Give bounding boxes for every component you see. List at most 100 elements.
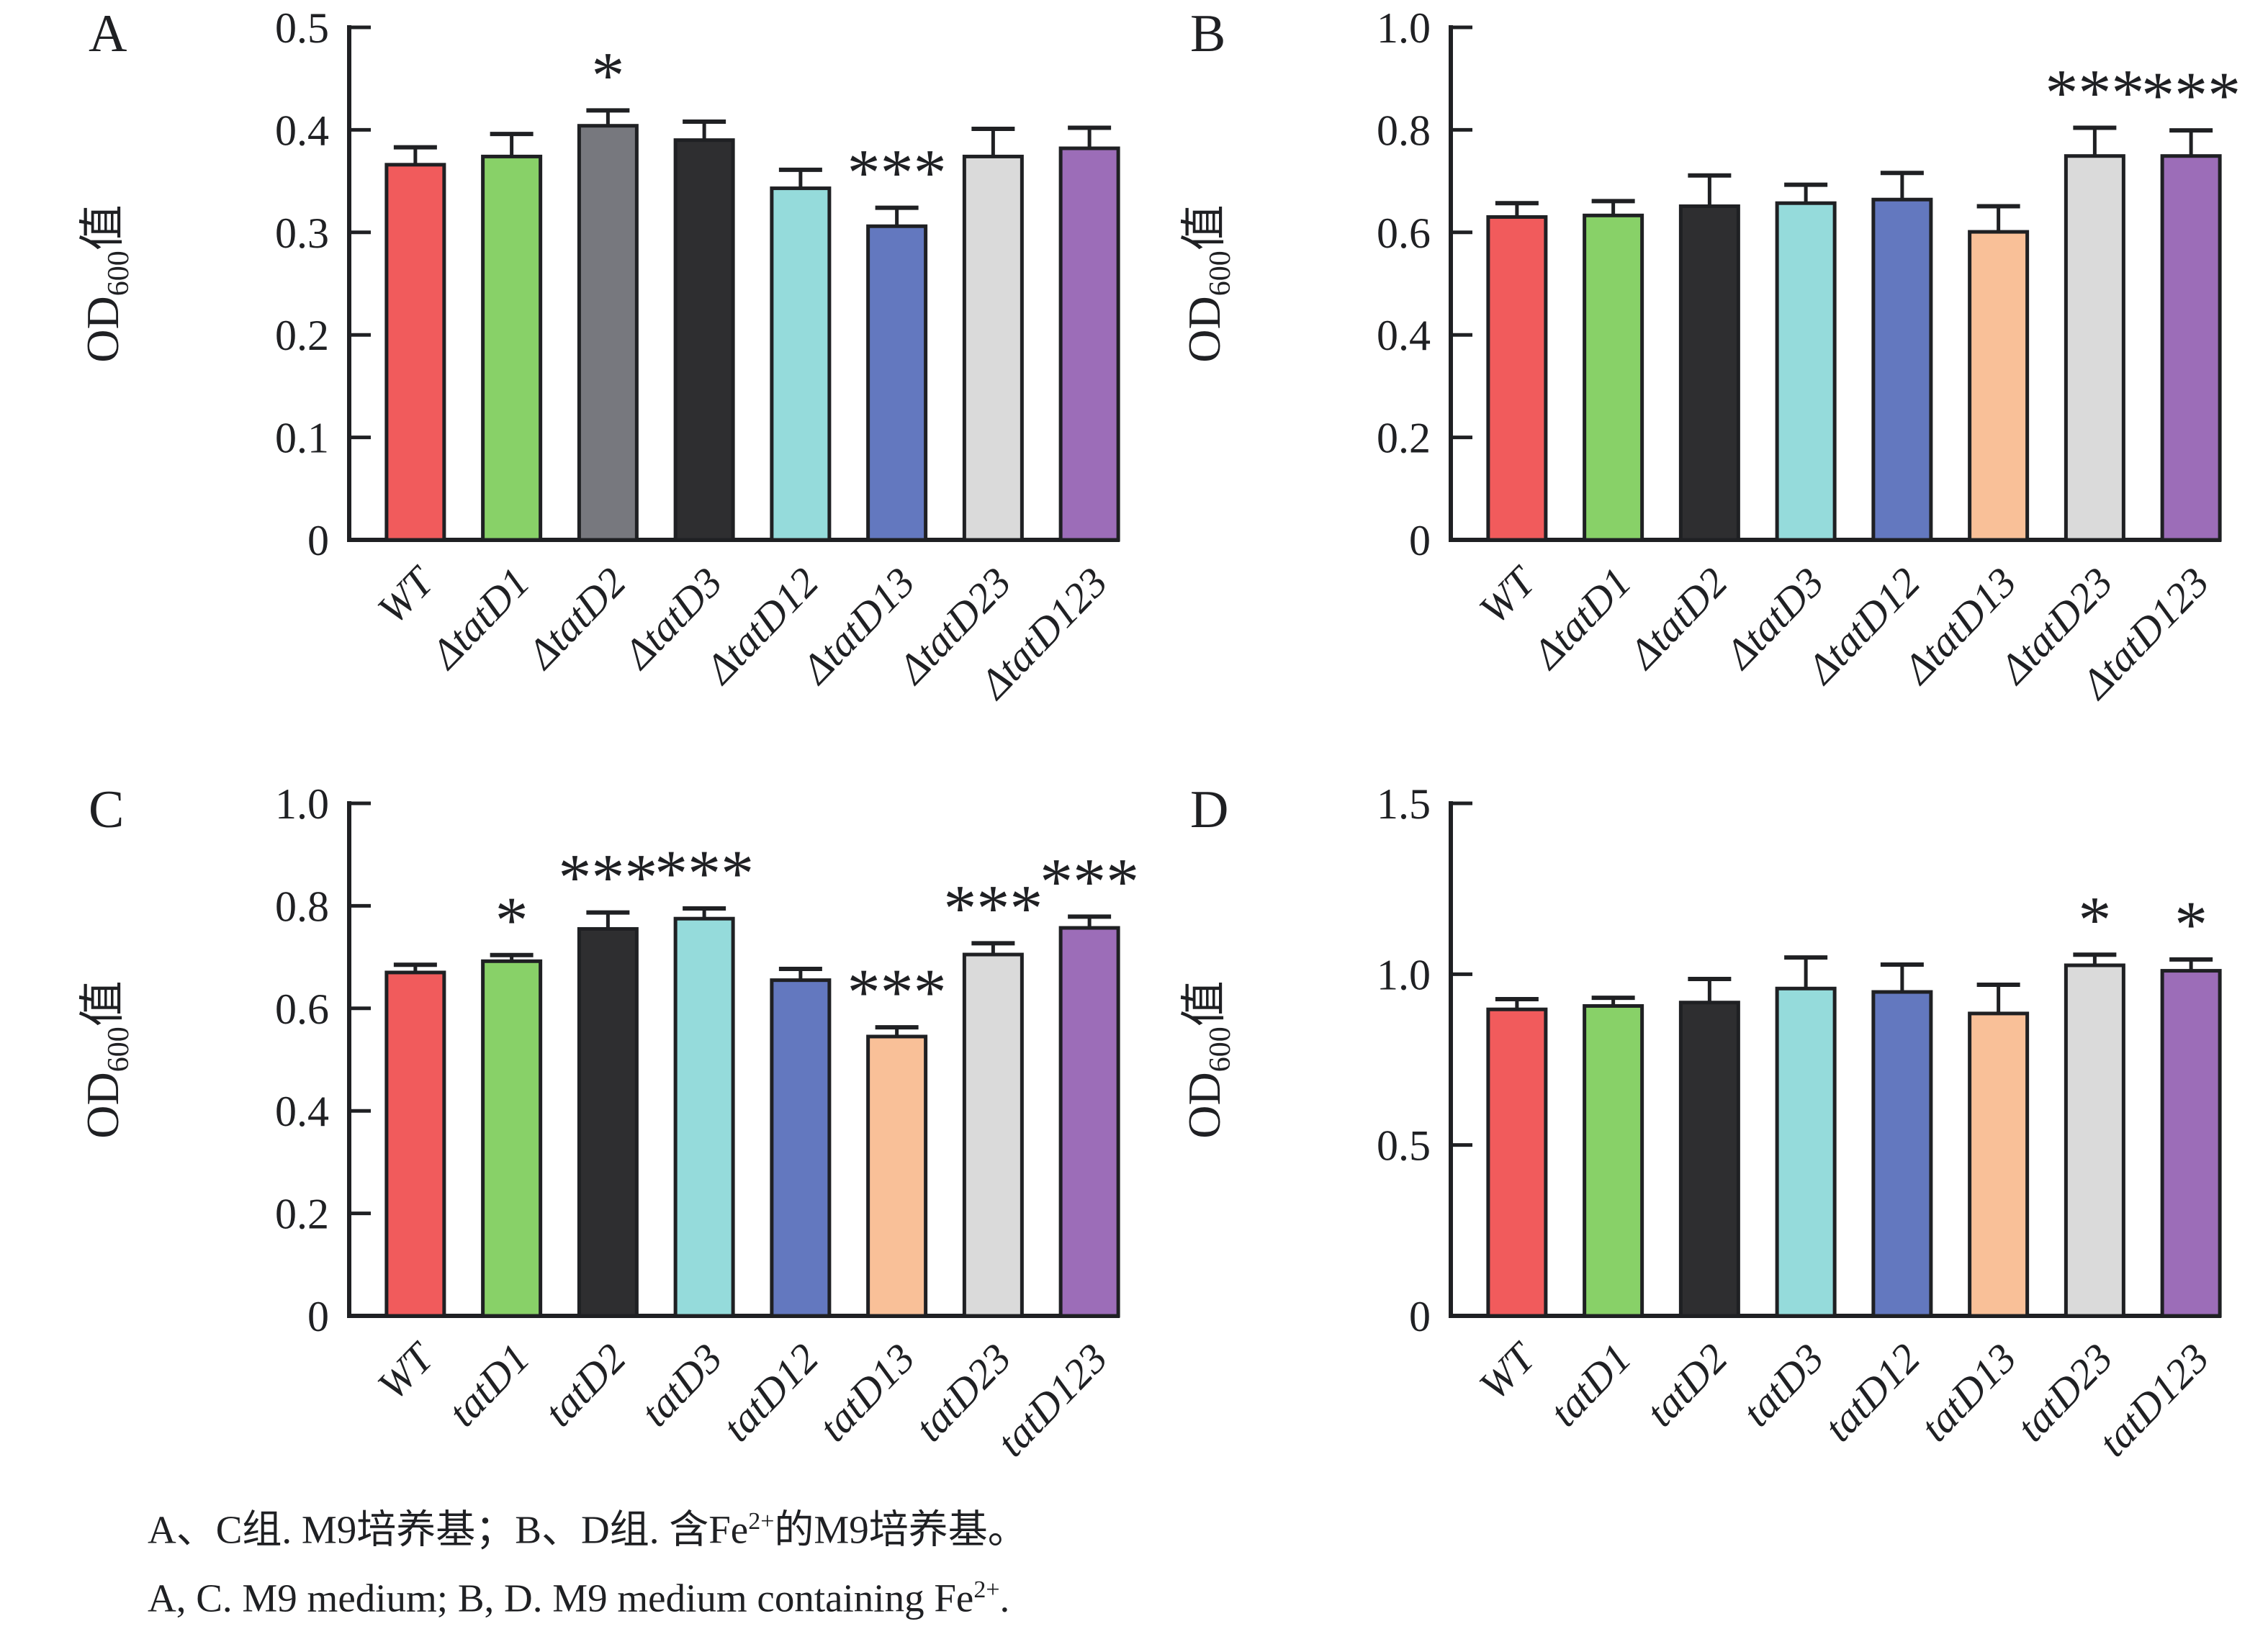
x-tick-label: ΔtatD2 [1619, 559, 1737, 678]
panel-b: B OD600值 0 0.2 0.4 0.6 0.8 1.0 WT ΔtatD1 ΔtatD2 Δ… [1163, 4, 2257, 756]
bar-ΔtatD2 [1678, 204, 1740, 542]
x-tick-label: WT [1470, 1332, 1545, 1409]
significance-label: *** [2141, 58, 2241, 132]
panel-letter-b: B [1190, 4, 1226, 63]
x-tick-label: WT [368, 556, 444, 633]
x-tick-label: tatD12 [1815, 1335, 1930, 1450]
bar-ΔtatD3 [1775, 201, 1837, 542]
x-tick-label: tatD123 [988, 1335, 1117, 1466]
y-tick-label: 0.5 [1377, 1122, 1431, 1170]
y-tick-label: 0.6 [1377, 209, 1431, 257]
y-tick-label: 0.4 [1377, 312, 1431, 359]
figure-caption: A、C组. M9培养基；B、D组. 含Fe2+的M9培养基。 A, C. M9 … [148, 1492, 1027, 1629]
caption-line-zh: A、C组. M9培养基；B、D组. 含Fe2+的M9培养基。 [148, 1492, 1027, 1560]
x-tick-label: tatD123 [2089, 1335, 2218, 1466]
significance-label: * [2174, 888, 2208, 961]
x-tick-label: WT [368, 1332, 444, 1409]
bar-WT [384, 163, 446, 542]
x-tick-label: WT [1470, 556, 1545, 633]
y-tick-label: 1.0 [275, 780, 329, 828]
caption-line-zh-pre: A、C组. M9培养基；B、D组. 含Fe [148, 1507, 749, 1552]
bar-plot-d: 00.51.01.5WTtatD1tatD2tatD3tatD12tatD13*… [1377, 780, 2222, 1466]
significance-label: *** [654, 836, 754, 910]
x-tick-label: tatD12 [714, 1335, 828, 1450]
bar-ΔtatD23 [962, 154, 1024, 542]
bar-WT [384, 970, 446, 1318]
panel-a: A OD600值 0 0.1 0.2 0.3 0.4 0.5 WT ΔtatD1 * ΔtatD2… [61, 4, 1156, 756]
significance-label: *** [1040, 844, 1139, 918]
bar-ΔtatD3 [673, 138, 735, 542]
y-tick-label: 0.2 [275, 1191, 329, 1238]
bar-ΔtatD123 [2160, 154, 2222, 542]
significance-label: * [495, 883, 528, 957]
bar-plot-c: 00.20.40.60.81.0WT*tatD1***tatD2***tatD3… [275, 780, 1139, 1466]
bar-tatD13 [1968, 1011, 2030, 1318]
significance-label: * [2078, 883, 2111, 956]
x-tick-label: tatD1 [1540, 1335, 1640, 1435]
x-tick-label: tatD2 [1637, 1335, 1737, 1435]
bar-tatD12 [1871, 990, 1933, 1318]
caption-line-zh-sup: 2+ [748, 1508, 775, 1535]
bar-WT [1486, 215, 1548, 542]
bar-ΔtatD23 [2064, 154, 2125, 542]
x-tick-label: ΔtatD1 [1522, 559, 1640, 678]
y-tick-label: 1.0 [1377, 951, 1431, 998]
bar-ΔtatD2 [577, 124, 639, 542]
caption-line-en-sup: 2+ [973, 1576, 1000, 1604]
bar-tatD23 [2064, 963, 2125, 1318]
bar-tatD123 [2160, 969, 2222, 1318]
bar-tatD1 [481, 959, 543, 1318]
y-tick-label: 0.6 [275, 985, 329, 1033]
significance-label: * [591, 38, 624, 112]
panel-letter-c: C [89, 780, 125, 839]
bar-ΔtatD123 [1058, 146, 1120, 542]
y-tick-label: 1.5 [1377, 780, 1431, 828]
y-tick-label: 0.8 [275, 883, 329, 930]
bar-plot-a: 00.10.20.30.40.5WTΔtatD1*ΔtatD2ΔtatD3Δta… [275, 4, 1120, 708]
bar-tatD23 [962, 952, 1024, 1318]
y-tick-label: 0.2 [1377, 415, 1431, 462]
y-tick-label: 0.2 [275, 312, 329, 359]
y-tick-label: 0.5 [275, 4, 329, 52]
panel-letter-d: D [1190, 780, 1229, 839]
bar-tatD12 [770, 978, 832, 1318]
panel-d: D OD600值 0 0.5 1.0 1.5 WT tatD1 tatD2 tatD3 tatD… [1163, 780, 2257, 1532]
panel-c: C OD600值 0 0.2 0.4 0.6 0.8 1.0 WT * tatD1 *** tatD… [61, 780, 1156, 1532]
caption-line-zh-post: 的M9培养基。 [774, 1507, 1027, 1552]
significance-label: *** [558, 841, 657, 914]
y-tick-label: 0.4 [275, 107, 329, 154]
bar-tatD1 [1583, 1003, 1644, 1318]
y-tick-label: 0.8 [1377, 107, 1431, 154]
x-tick-label: tatD1 [438, 1335, 539, 1435]
significance-label: *** [847, 136, 947, 209]
y-tick-label: 0 [1409, 517, 1431, 564]
caption-line-en-pre: A, C. M9 medium; B, D. M9 medium contain… [148, 1576, 974, 1620]
bar-ΔtatD13 [1968, 230, 2030, 542]
caption-line-en-post: . [999, 1576, 1010, 1620]
y-tick-label: 0.3 [275, 209, 329, 257]
bar-ΔtatD1 [1583, 213, 1644, 542]
caption-line-en: A, C. M9 medium; B, D. M9 medium contain… [148, 1560, 1027, 1628]
x-tick-label: tatD2 [535, 1335, 635, 1435]
y-tick-label: 0.1 [275, 415, 329, 462]
significance-label: *** [847, 955, 947, 1029]
bar-ΔtatD1 [481, 154, 543, 542]
y-tick-label: 0 [1409, 1293, 1431, 1340]
bar-ΔtatD13 [866, 224, 928, 542]
panel-letter-a: A [89, 4, 127, 63]
bar-plot-b: 00.20.40.60.81.0WTΔtatD1ΔtatD2ΔtatD3Δtat… [1377, 4, 2241, 708]
y-tick-label: 0.4 [275, 1088, 329, 1135]
bar-ΔtatD12 [1871, 197, 1933, 542]
bar-tatD13 [866, 1034, 928, 1318]
y-tick-label: 0 [307, 1293, 329, 1340]
bar-tatD3 [1775, 986, 1837, 1318]
bar-ΔtatD12 [770, 186, 832, 542]
y-tick-label: 1.0 [1377, 4, 1431, 52]
bar-tatD2 [577, 926, 639, 1318]
significance-label: *** [2045, 56, 2144, 130]
bar-tatD2 [1678, 1001, 1740, 1318]
bar-WT [1486, 1007, 1548, 1318]
bar-tatD3 [673, 916, 735, 1318]
x-tick-label: ΔtatD1 [420, 559, 539, 678]
